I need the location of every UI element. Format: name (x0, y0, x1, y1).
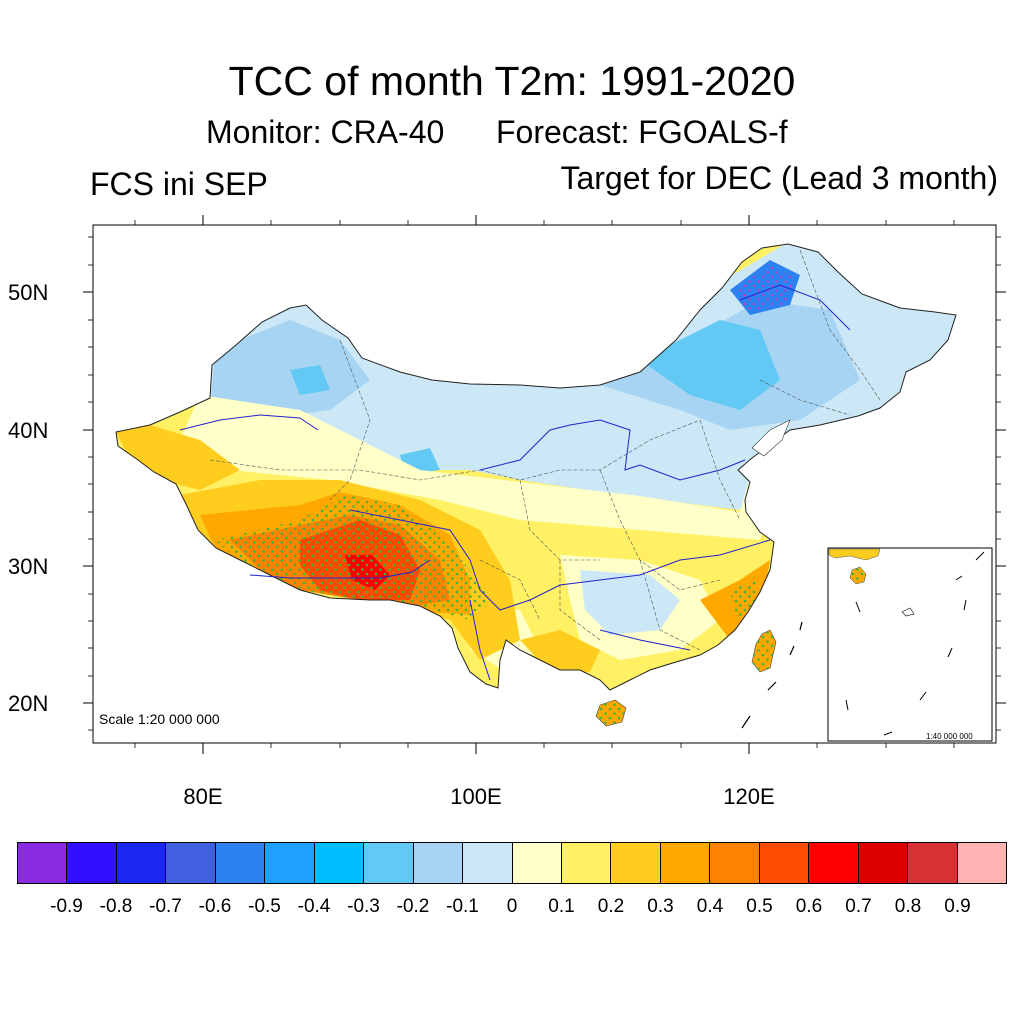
significance-stippling (215, 495, 490, 620)
rivers (179, 284, 851, 681)
colorbar-swatch (512, 843, 562, 883)
colorbar-label: 0.4 (696, 896, 724, 917)
lon-label-80e: 80E (183, 784, 223, 809)
inset-scale-text: 1:40 000 000 (926, 732, 973, 741)
colorbar (17, 842, 1007, 884)
colorbar-label: 0.3 (647, 896, 674, 917)
lat-label-50n: 50N (8, 280, 49, 305)
colorbar-swatch (314, 843, 365, 883)
colorbar-label: 0.1 (548, 896, 575, 917)
colorbar-label: -0.1 (446, 896, 479, 917)
colorbar-swatch (67, 843, 117, 883)
chart-title: TCC of month T2m: 1991-2020 (228, 58, 796, 104)
colorbar-label: 0 (506, 896, 518, 917)
colorbar-label: -0.5 (248, 896, 281, 917)
colorbar-swatch (215, 843, 266, 883)
colorbar-label: -0.8 (99, 896, 133, 917)
colorbar-swatch (908, 843, 958, 883)
bohai-sea (751, 419, 791, 457)
lon-label-120e: 120E (723, 784, 775, 809)
colorbar-swatch (660, 843, 711, 883)
colorbar-swatch (166, 843, 216, 883)
colorbar-swatch (265, 843, 315, 883)
colorbar-label: 0.8 (894, 896, 922, 917)
province-boundaries (209, 249, 881, 651)
colorbar-swatch (18, 843, 68, 883)
lon-label-100e: 100E (450, 784, 502, 809)
minor-ticks (88, 220, 1001, 748)
init-subtitle: FCS ini SEP (90, 166, 268, 202)
colorbar-label: 0.6 (795, 896, 823, 917)
colorbar-swatch (611, 843, 661, 883)
colorbar-label: 0.2 (597, 896, 625, 917)
lat-label-40n: 40N (8, 418, 49, 443)
lat-label-30n: 30N (8, 554, 49, 579)
colorbar-label: -0.4 (297, 896, 331, 917)
colorbar-swatch (463, 843, 513, 883)
colorbar-swatch (561, 843, 612, 883)
colorbar-swatch (116, 843, 167, 883)
colorbar-label: -0.2 (396, 896, 430, 917)
lat-label-20n: 20N (8, 691, 49, 716)
monitor-subtitle: Monitor: CRA-40 (206, 114, 445, 150)
colorbar-label: 0.9 (944, 896, 971, 917)
colorbar-swatch (413, 843, 464, 883)
map-scale-text: Scale 1:20 000 000 (99, 711, 220, 727)
colorbar-label: -0.7 (149, 896, 182, 917)
colorbar-label: -0.9 (50, 896, 83, 917)
nine-dash-line (741, 621, 803, 729)
colorbar-label: 0.5 (746, 896, 773, 917)
colorbar-swatch (957, 843, 1007, 883)
colorbar-swatch (809, 843, 859, 883)
inset-map (827, 547, 993, 742)
colorbar-swatch (364, 843, 414, 883)
colorbar-swatch (710, 843, 760, 883)
target-subtitle: Target for DEC (Lead 3 month) (560, 160, 998, 196)
colorbar-label: -0.6 (198, 896, 232, 917)
colorbar-label: 0.7 (845, 896, 872, 917)
colorbar-swatch (858, 843, 909, 883)
forecast-subtitle: Forecast: FGOALS-f (496, 114, 788, 150)
colorbar-swatch (759, 843, 810, 883)
colorbar-label: -0.3 (347, 896, 380, 917)
